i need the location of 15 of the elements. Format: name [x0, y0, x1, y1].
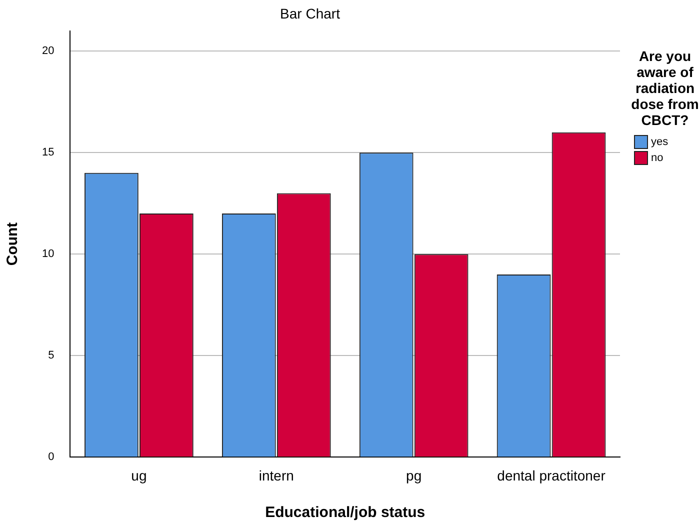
x-tick-label: pg [406, 467, 422, 484]
y-axis-title: Count [4, 222, 22, 266]
x-tick-label: dental practitoner [497, 467, 606, 484]
y-tick-label: 5 [48, 350, 54, 362]
x-axis-title: Educational/job status [265, 504, 426, 522]
y-tick-label: 20 [42, 45, 54, 58]
y-tick-label: 15 [42, 146, 54, 159]
legend-label: yes [651, 136, 668, 148]
legend-title: Are you aware of radiation dose from CBCT? [630, 48, 700, 128]
x-tick-label: intern [258, 467, 294, 484]
legend-label: no [651, 152, 664, 164]
x-tick-label: ug [131, 467, 147, 484]
y-tick-label: 0 [48, 451, 54, 464]
chart-title: Bar Chart [280, 5, 340, 22]
y-tick-label: 10 [42, 248, 54, 260]
